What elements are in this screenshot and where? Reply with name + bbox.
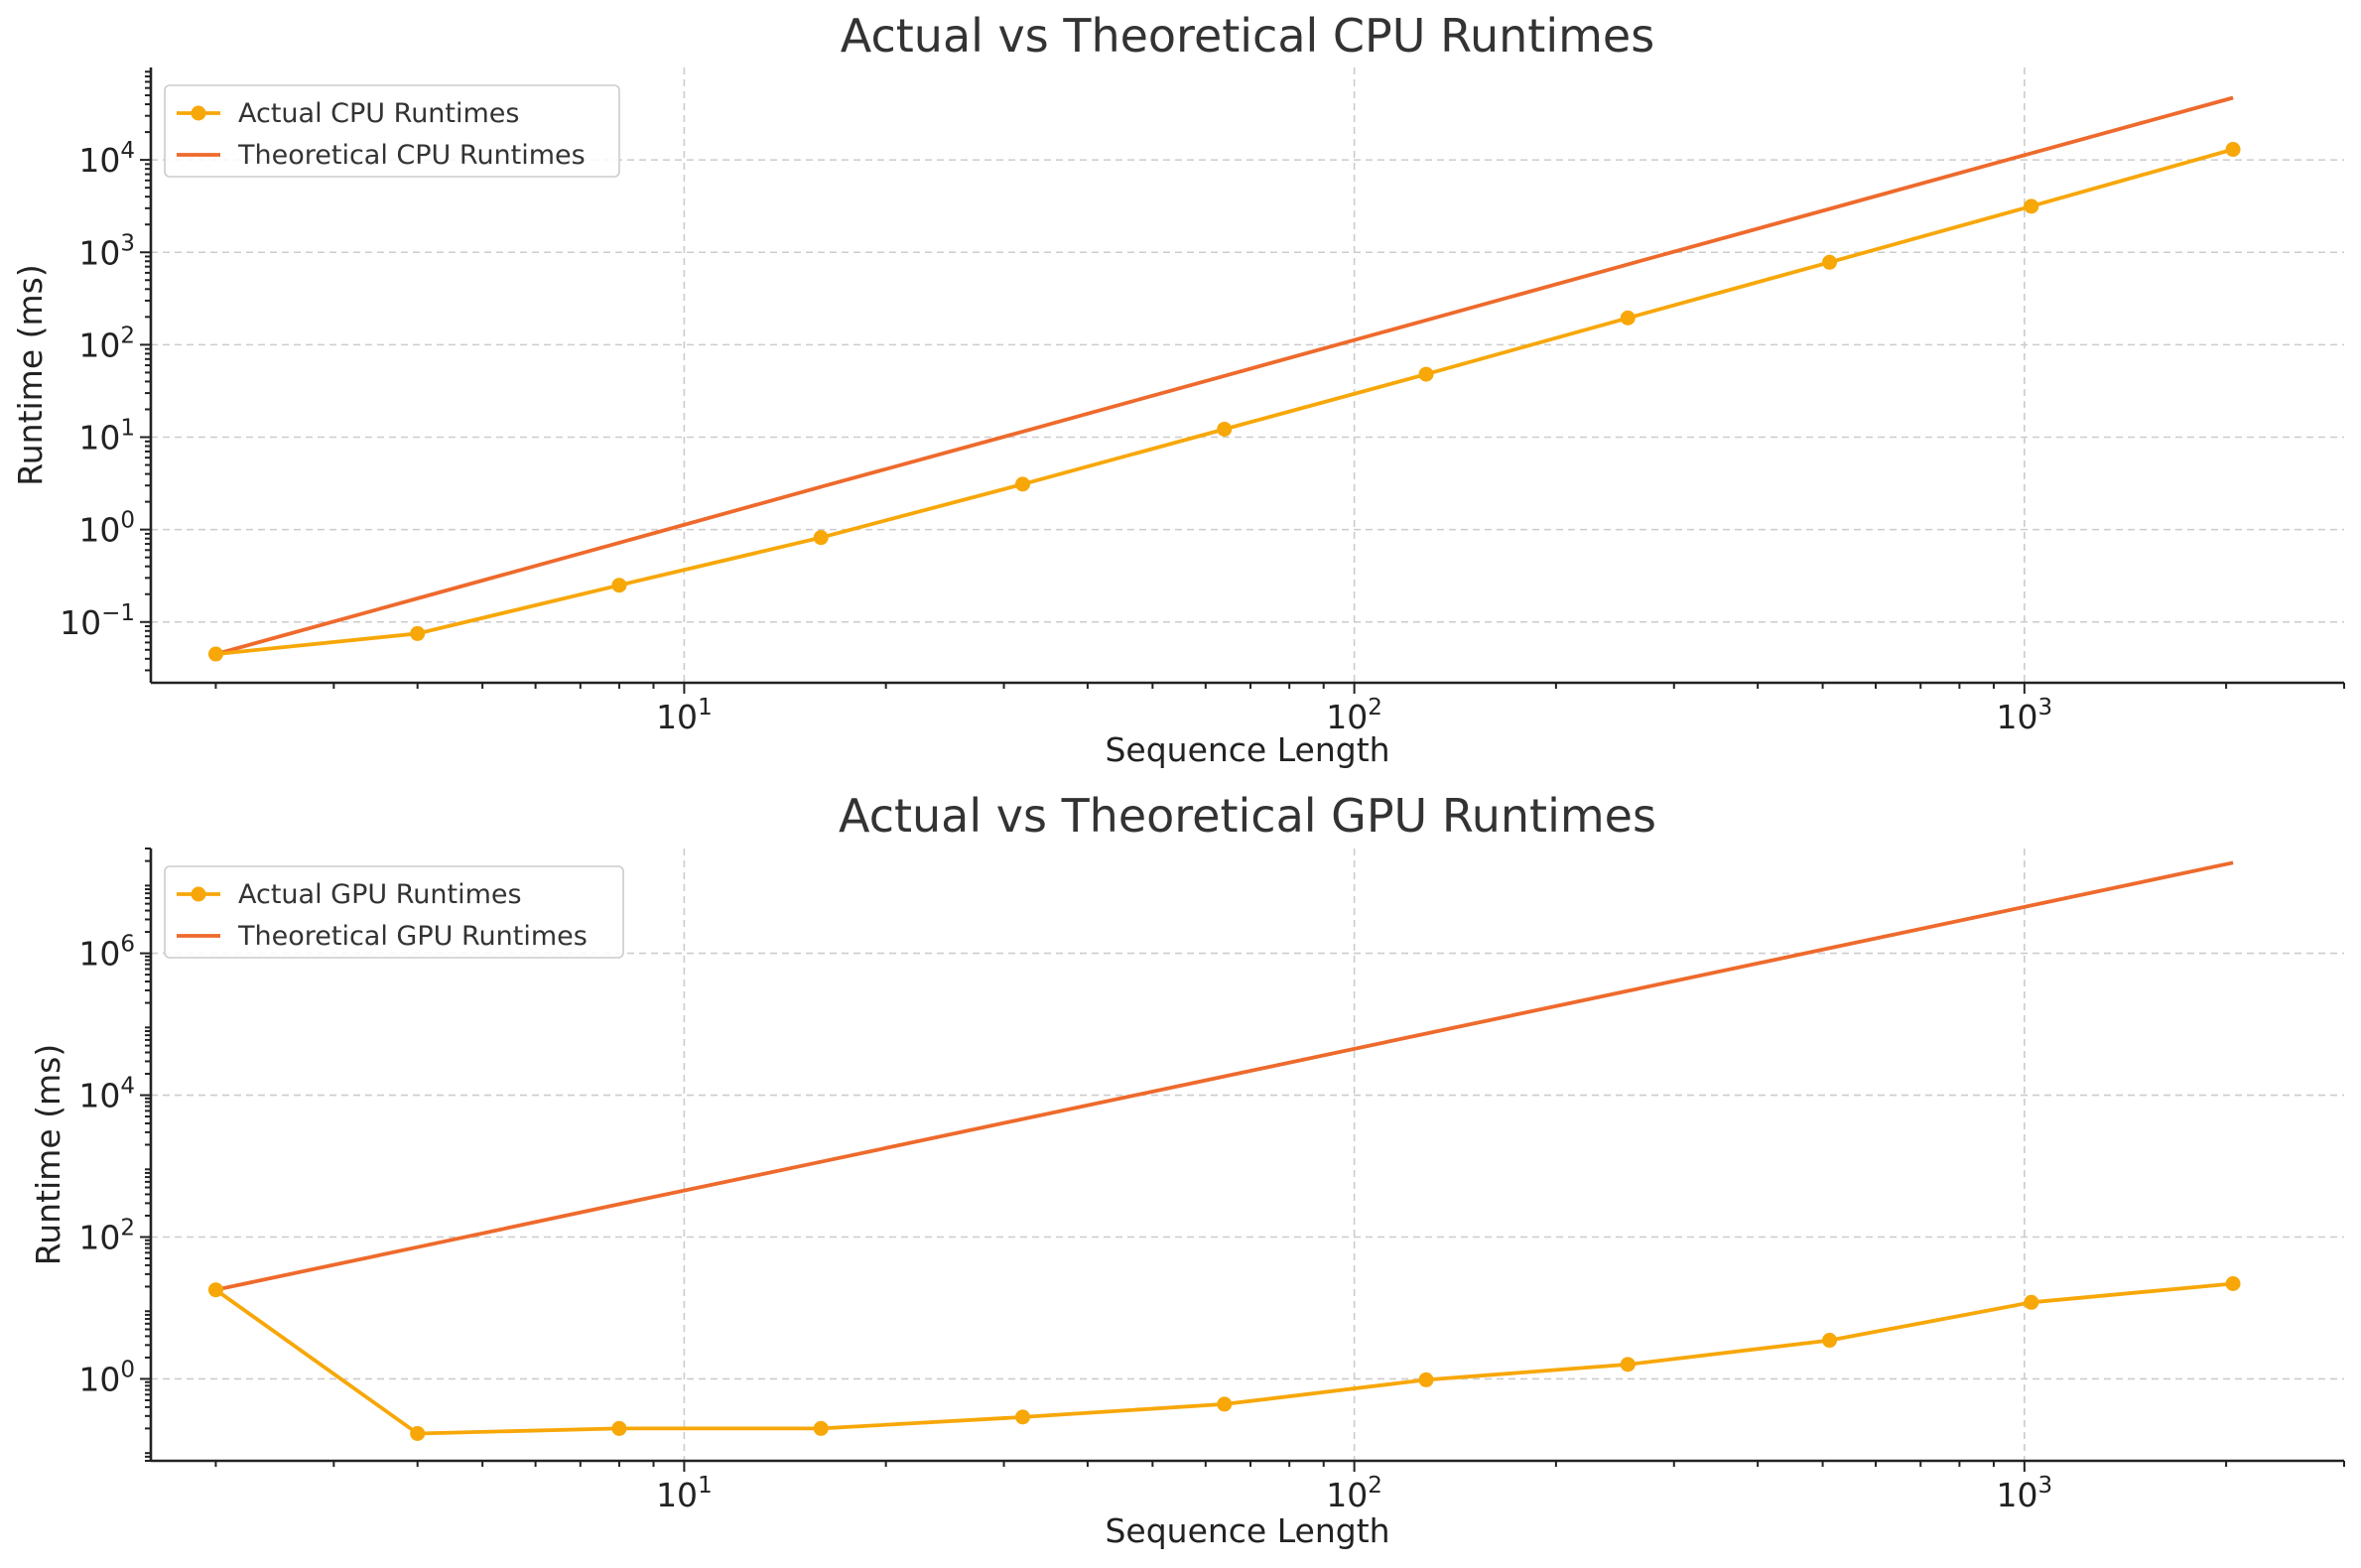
legend-label: Actual GPU Runtimes [238, 879, 522, 910]
data-point [207, 646, 223, 662]
x-tick-label: 102 [1326, 1473, 1382, 1514]
data-point [813, 530, 829, 546]
series-line-actual [215, 147, 2234, 656]
y-tick-label: 102 [78, 323, 135, 364]
y-axis-label: Runtime (ms) [11, 264, 50, 485]
data-point [410, 1425, 426, 1441]
data-point [1418, 366, 1434, 382]
x-tick-label: 101 [656, 1473, 713, 1514]
data-point [611, 1420, 627, 1436]
data-point [611, 578, 627, 593]
x-tick-label: 103 [1997, 1473, 2053, 1514]
series-actual [207, 1275, 2241, 1441]
series-line-theoretical [214, 95, 2234, 656]
chart-title: Actual vs Theoretical GPU Runtimes [839, 789, 1656, 843]
data-point [2024, 1294, 2039, 1310]
data-point [1822, 254, 1838, 270]
x-tick-label: 102 [1326, 695, 1382, 736]
data-point [1822, 1333, 1838, 1349]
y-tick-label: 103 [78, 230, 135, 272]
x-axis-label: Sequence Length [1105, 730, 1389, 769]
data-point [1217, 421, 1233, 437]
data-point [1418, 1372, 1434, 1387]
data-point [2225, 142, 2241, 158]
y-tick-label: 104 [78, 1074, 135, 1115]
x-axis-label: Sequence Length [1105, 1511, 1389, 1550]
y-tick-label: 101 [78, 416, 135, 457]
x-tick-label: 101 [656, 695, 713, 736]
legend-label: Actual CPU Runtimes [238, 98, 520, 129]
x-tick-label: 103 [1997, 695, 2053, 736]
grid [151, 849, 2344, 1461]
data-point [2024, 198, 2039, 214]
grid [151, 67, 2344, 683]
chart-title: Actual vs Theoretical CPU Runtimes [841, 9, 1654, 63]
y-tick-label: 102 [78, 1215, 135, 1256]
data-point [1014, 476, 1030, 492]
legend: Actual GPU Runtimes Theoretical GPU Runti… [164, 865, 624, 959]
y-minor-ticks [145, 70, 151, 672]
cpu-chart-panel: 101 102 103 10−1 100 101 102 103 104 Actual vs Th… [11, 9, 2345, 769]
data-point [1217, 1396, 1233, 1412]
data-point [207, 1282, 223, 1298]
legend-swatch-marker [191, 886, 206, 902]
legend-label: Theoretical CPU Runtimes [237, 140, 586, 171]
series-line-theoretical [215, 860, 2234, 1292]
y-tick-label: 10−1 [60, 600, 135, 642]
y-tick-label: 104 [78, 138, 135, 180]
legend-label: Theoretical GPU Runtimes [237, 921, 588, 952]
data-point [1620, 1357, 1636, 1372]
legend-box [164, 865, 624, 959]
series-theoretical [215, 860, 2234, 1292]
y-axis-label: Runtime (ms) [29, 1044, 67, 1265]
data-point [813, 1420, 829, 1436]
series-actual [207, 142, 2241, 662]
series-theoretical [214, 95, 2234, 656]
y-tick-label: 100 [78, 1357, 135, 1398]
data-point [2225, 1275, 2241, 1291]
y-minor-ticks [145, 848, 151, 1462]
y-tick-label: 106 [78, 932, 135, 974]
legend-swatch-marker [191, 105, 206, 121]
x-minor-ticks [214, 1461, 2345, 1467]
y-tick-label: 100 [78, 508, 135, 550]
gpu-chart-panel: 101 102 103 100 102 104 106 Actual vs Theoretic… [29, 789, 2345, 1550]
x-minor-ticks [214, 683, 2345, 689]
data-point [1014, 1409, 1030, 1425]
data-point [1620, 310, 1636, 326]
data-point [410, 625, 426, 641]
legend-box [164, 84, 620, 178]
legend: Actual CPU Runtimes Theoretical CPU Runti… [164, 84, 620, 178]
